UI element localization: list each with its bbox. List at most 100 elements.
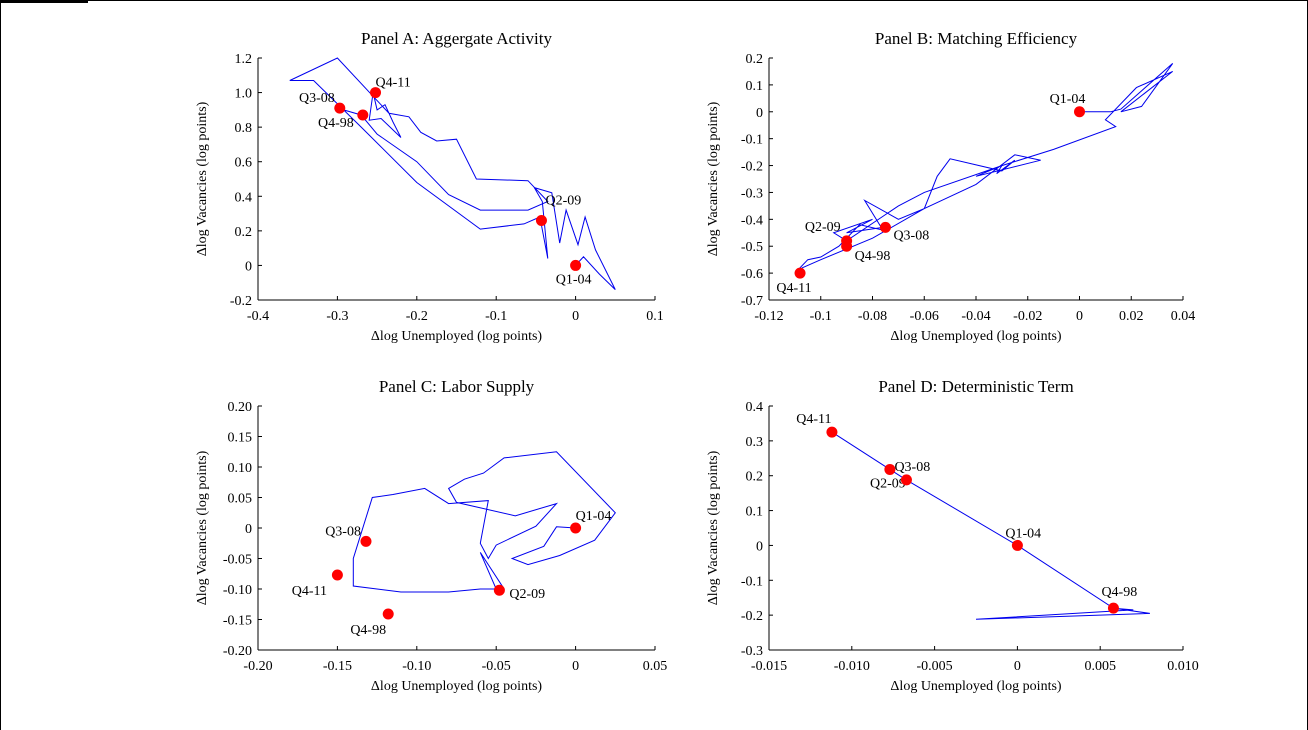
y-tick-label: 0.10 xyxy=(228,461,253,476)
y-axis-label: Δlog Vacancies (log points) xyxy=(195,101,210,256)
y-tick-label: -0.2 xyxy=(741,160,763,175)
point-label: Q1-04 xyxy=(576,509,612,524)
x-tick-label: -0.4 xyxy=(247,309,269,324)
x-tick-label: 0 xyxy=(572,659,579,674)
point-label: Q2-09 xyxy=(870,476,906,491)
point-label: Q2-09 xyxy=(805,220,841,235)
x-tick-label: -0.1 xyxy=(810,309,832,324)
point-marker xyxy=(334,102,346,114)
y-tick-label: -0.4 xyxy=(741,213,763,228)
series-line xyxy=(289,57,616,290)
point-label: Q1-04 xyxy=(556,272,592,287)
point-marker xyxy=(493,584,505,596)
y-tick-label: 1.2 xyxy=(235,52,253,67)
y-tick-label: 0 xyxy=(245,522,252,537)
series-line xyxy=(352,451,616,593)
point-marker xyxy=(535,214,547,226)
y-tick-label: 0 xyxy=(245,259,252,274)
y-tick-label: -0.1 xyxy=(741,133,763,148)
point-marker xyxy=(879,221,891,233)
x-tick-label: 0.005 xyxy=(1084,659,1116,674)
panel-d-chart: Panel D: Deterministic Term -0.015 -0.010 -… xyxy=(706,377,1199,694)
point-marker xyxy=(900,474,912,486)
x-tick-label: 0.1 xyxy=(646,309,664,324)
point-label: Q3-08 xyxy=(893,228,929,243)
x-tick-label: -0.05 xyxy=(482,659,511,674)
y-tick-label: 0.2 xyxy=(746,52,764,67)
x-tick-label: -0.08 xyxy=(858,309,887,324)
y-tick-label: -0.10 xyxy=(223,583,252,598)
point-label: Q4-98 xyxy=(318,116,354,131)
panel-a-chart: Panel A: Aggergate Activity -0.4 -0.3 -0.2 -… xyxy=(195,29,664,344)
x-axis-label: Δlog Unemployed (log points) xyxy=(371,679,542,694)
point-label: Q4-98 xyxy=(1101,585,1137,600)
point-label: Q1-04 xyxy=(1050,92,1086,107)
point-label: Q1-04 xyxy=(1005,526,1041,541)
y-tick-label: 0.4 xyxy=(746,400,764,415)
x-tick-label: 0 xyxy=(1076,309,1083,324)
x-tick-label: 0 xyxy=(1014,659,1021,674)
point-label: Q4-11 xyxy=(376,76,411,91)
point-label: Q4-11 xyxy=(776,281,811,296)
y-tick-label: 0.20 xyxy=(228,400,253,415)
point-label: Q3-08 xyxy=(894,460,930,475)
y-axis-label: Δlog Vacancies (log points) xyxy=(706,450,721,605)
y-tick-label: 0.1 xyxy=(746,79,764,94)
y-tick-label: 0.1 xyxy=(746,505,764,520)
x-tick-label: 0.04 xyxy=(1171,309,1196,324)
point-label: Q2-09 xyxy=(545,193,581,208)
point-marker xyxy=(370,87,382,99)
x-axis-label: Δlog Unemployed (log points) xyxy=(890,329,1061,344)
point-marker xyxy=(570,259,582,271)
y-tick-label: -0.5 xyxy=(741,240,763,255)
point-label: Q4-98 xyxy=(350,623,386,638)
y-tick-label: -0.3 xyxy=(741,186,763,201)
point-marker xyxy=(382,608,394,620)
x-tick-label: 0 xyxy=(572,309,579,324)
point-marker xyxy=(360,535,372,547)
x-tick-label: -0.1 xyxy=(485,309,507,324)
series-line xyxy=(794,63,1174,274)
x-tick-label: -0.06 xyxy=(910,309,939,324)
y-tick-label: 0.15 xyxy=(228,431,253,446)
chart-title: Panel B: Matching Efficiency xyxy=(875,29,1078,48)
point-label: Q4-11 xyxy=(292,584,327,599)
x-tick-label: 0.010 xyxy=(1167,659,1199,674)
panel-b-chart: Panel B: Matching Efficiency -0.12 -0.1 -0.… xyxy=(706,29,1195,344)
panel-c-chart: Panel C: Labor Supply -0.20 -0.15 -0.10 -0.0… xyxy=(195,377,667,694)
x-tick-label: -0.010 xyxy=(834,659,870,674)
point-marker xyxy=(794,267,806,279)
x-tick-label: -0.12 xyxy=(754,309,783,324)
x-tick-label: -0.04 xyxy=(961,309,990,324)
x-tick-label: -0.005 xyxy=(917,659,953,674)
x-tick-label: -0.3 xyxy=(326,309,348,324)
x-tick-label: -0.015 xyxy=(751,659,787,674)
point-label: Q4-98 xyxy=(855,249,891,264)
point-marker xyxy=(570,522,582,534)
y-tick-label: 0.2 xyxy=(235,225,253,240)
point-label: Q3-08 xyxy=(299,91,335,106)
point-marker xyxy=(826,426,838,438)
y-tick-label: -0.1 xyxy=(741,574,763,589)
x-axis-label: Δlog Unemployed (log points) xyxy=(371,329,542,344)
y-tick-label: -0.05 xyxy=(223,553,252,568)
point-marker xyxy=(884,463,896,475)
y-tick-label: 0.3 xyxy=(746,435,764,450)
y-tick-label: 0 xyxy=(756,106,763,121)
y-tick-label: -0.20 xyxy=(223,644,252,659)
x-tick-label: -0.15 xyxy=(323,659,352,674)
y-tick-label: 0.4 xyxy=(235,190,253,205)
x-tick-label: 0.05 xyxy=(643,659,668,674)
point-marker xyxy=(331,569,343,581)
x-tick-label: -0.10 xyxy=(402,659,431,674)
y-tick-label: -0.7 xyxy=(741,294,763,309)
y-axis-label: Δlog Vacancies (log points) xyxy=(195,450,210,605)
point-label: Q3-08 xyxy=(325,524,361,539)
y-tick-label: -0.2 xyxy=(230,294,252,309)
x-axis-label: Δlog Unemployed (log points) xyxy=(890,679,1061,694)
y-tick-label: 0.6 xyxy=(235,156,253,171)
chart-title: Panel D: Deterministic Term xyxy=(878,377,1073,396)
x-tick-label: -0.20 xyxy=(243,659,272,674)
point-marker xyxy=(357,109,369,121)
